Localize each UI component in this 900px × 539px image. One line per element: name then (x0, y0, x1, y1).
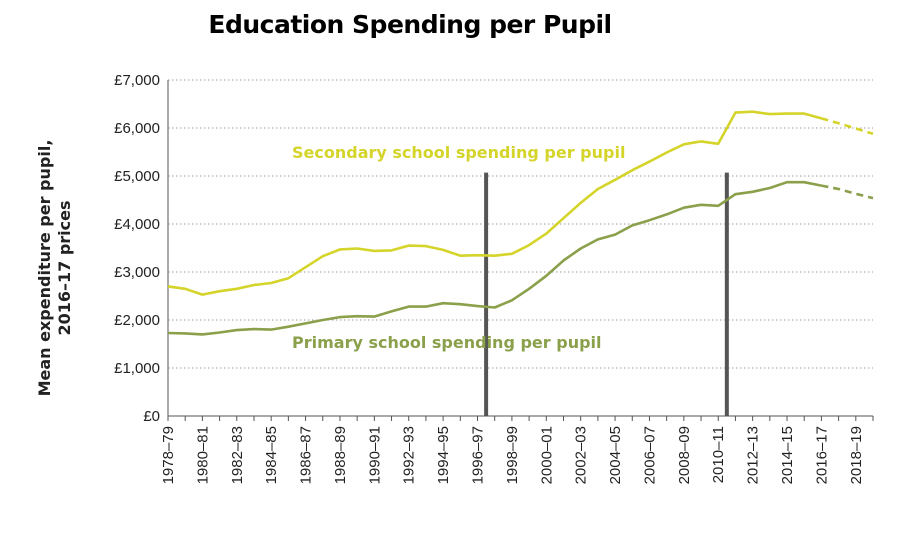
x-tick-label: 1996–97 (470, 426, 487, 484)
y-tick-labels: £0 £1,000 £2,000 £3,000 £4,000 £5,000 £6,000 £7… (114, 72, 160, 425)
x-tick-label: 1992–93 (401, 426, 418, 484)
x-tick-label: 2000–01 (538, 426, 555, 484)
gridlines (168, 79, 873, 369)
y-tick-label: £4,000 (114, 216, 160, 233)
x-tick-label: 1980–81 (194, 426, 211, 484)
y-axis-label: Mean expenditure per pupil, 2016–17 price… (35, 140, 74, 397)
x-tick-label: 2010–11 (710, 426, 727, 483)
x-tick-label: 2014–15 (779, 426, 796, 484)
x-tick-label: 1984–85 (263, 426, 280, 484)
x-tick-label: 2016–17 (813, 426, 830, 484)
x-tick-label: 1990–91 (366, 426, 383, 484)
series-annotation: Primary school spending per pupil (292, 333, 602, 352)
x-tick-label: 2006–07 (641, 426, 658, 484)
y-tick-label: £0 (143, 408, 160, 425)
x-tick-label: 1988–89 (332, 426, 349, 484)
y-axis-label-line: Mean expenditure per pupil, (35, 140, 54, 397)
y-tick-label: £7,000 (114, 72, 160, 89)
vertical-markers (484, 172, 729, 416)
y-tick-label: £5,000 (114, 168, 160, 185)
x-tick-label: 1982–83 (229, 426, 246, 484)
y-tick-label: £6,000 (114, 120, 160, 137)
series-line-1 (167, 180, 822, 336)
x-tick-label: 1986–87 (298, 426, 315, 484)
y-tick-label: £3,000 (114, 264, 160, 281)
axes (167, 80, 874, 421)
y-tick-label: £2,000 (114, 312, 160, 329)
x-tick-label: 2002–03 (573, 426, 590, 484)
y-axis-label-line: 2016–17 prices (55, 200, 74, 335)
x-tick-label: 2004–05 (607, 426, 624, 484)
series-lines (167, 110, 874, 336)
series-projection-0 (821, 117, 874, 136)
y-tick-label: £1,000 (114, 360, 160, 377)
x-tick-label: 2008–09 (676, 426, 693, 484)
chart-title: Education Spending per Pupil (208, 10, 612, 39)
x-tick-label: 1998–99 (504, 426, 521, 484)
series-line-0 (167, 110, 822, 296)
series-annotation: Secondary school spending per pupil (292, 143, 625, 162)
x-tick-labels: 1978–79 1980–81 1982–83 1984–85 1986–87 1988–… (160, 426, 865, 484)
series-projection-1 (821, 184, 874, 200)
x-tick-label: 2012–13 (745, 426, 762, 484)
x-tick-label: 1978–79 (160, 426, 177, 484)
annotations: Secondary school spending per pupil Prima… (292, 143, 625, 352)
x-tick-label: 2018–19 (848, 426, 865, 484)
x-tick-label: 1994–95 (435, 426, 452, 484)
